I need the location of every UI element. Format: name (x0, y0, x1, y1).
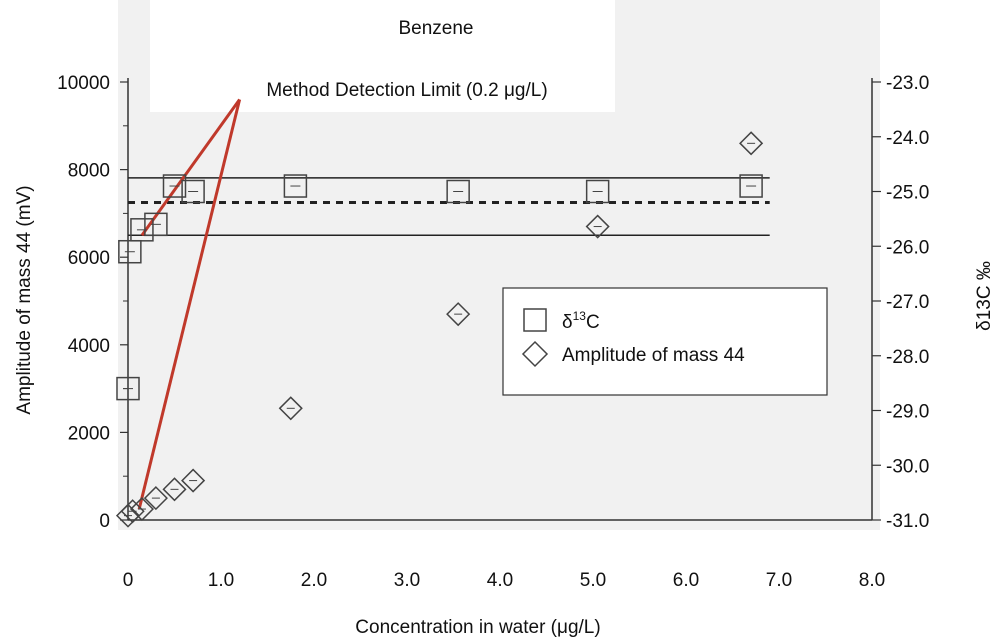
amplitude-point (129, 496, 155, 522)
x-tick-label: 1.0 (208, 570, 234, 591)
reference-lines (128, 177, 770, 237)
left-y-tick-label: 10000 (57, 73, 110, 94)
amplitude-point (143, 486, 168, 511)
d13c-point (162, 174, 187, 198)
right-axis-panel (882, 0, 957, 540)
legend-label-amplitude: Amplitude of mass 44 (562, 345, 745, 366)
amplitude-point (115, 503, 141, 528)
legend-label-tail: C (586, 312, 600, 333)
legend-label-delta: δ (562, 312, 573, 333)
d13c-point (739, 174, 763, 198)
right-y-axis-label: δ13C ‰ (974, 261, 995, 331)
right-y-tick-label: -26.0 (886, 237, 929, 258)
legend-box (502, 287, 828, 396)
x-tick-label: 8.0 (859, 570, 885, 591)
x-tick-label: 0 (123, 570, 134, 591)
d13c-point (446, 179, 470, 204)
amplitude-point (120, 499, 145, 524)
d13c-point (283, 174, 308, 198)
amplitude-point (162, 477, 187, 502)
right-y-tick-label: -30.0 (886, 456, 929, 477)
amplitude-point (278, 396, 303, 421)
right-y-tick-label: -25.0 (886, 183, 929, 204)
x-tick-label: 6.0 (673, 570, 699, 591)
left-y-tick-label: 2000 (68, 423, 110, 444)
mdl-annotation: Method Detection Limit (0.2 μg/L) (266, 80, 547, 101)
right-y-tick-label: -27.0 (886, 292, 929, 313)
ticks-layer: 0 1.0 2.0 3.0 4.0 5.0 6.0 7.0 8.0 0 2000 4000 6000 80… (57, 73, 929, 591)
legend-square-marker (523, 308, 547, 332)
d13c-point (118, 239, 142, 264)
x-axis-label: Concentration in water (μg/L) (355, 617, 600, 638)
amplitude-point (446, 302, 471, 327)
left-y-tick-label: 6000 (68, 248, 110, 269)
legend-label-d13c: δ13C (562, 309, 600, 333)
x-tick-label: 4.0 (487, 570, 513, 591)
data-points (115, 131, 764, 528)
left-y-tick-label: 0 (99, 511, 110, 532)
d13c-point (585, 179, 610, 204)
d13c-point (116, 376, 140, 401)
right-y-tick-label: -23.0 (886, 73, 929, 94)
right-y-tick-label: -28.0 (886, 347, 929, 368)
legend-label-sup: 13 (573, 309, 587, 323)
amplitude-point (181, 468, 206, 493)
title-panel (150, 0, 615, 112)
amplitude-point (585, 214, 610, 239)
legend-diamond-marker (521, 340, 549, 368)
left-y-axis-label: Amplitude of mass 44 (mV) (14, 185, 35, 414)
right-y-tick-label: -29.0 (886, 402, 929, 423)
chart-title: Benzene (398, 18, 473, 39)
x-tick-label: 5.0 (580, 570, 606, 591)
x-tick-label: 3.0 (394, 570, 420, 591)
left-y-tick-label: 4000 (68, 336, 110, 357)
d13c-point (144, 212, 168, 237)
amplitude-point (739, 131, 764, 156)
d13c-point (130, 218, 154, 242)
right-y-tick-label: -31.0 (886, 511, 929, 532)
d13c-point (181, 179, 205, 204)
right-y-tick-label: -24.0 (886, 128, 929, 149)
mdl-line-lower (137, 99, 242, 510)
x-tick-label: 7.0 (766, 570, 792, 591)
x-tick-label: 2.0 (301, 570, 327, 591)
left-y-tick-label: 8000 (68, 161, 110, 182)
legend: δ13C Amplitude of mass 44 (502, 287, 828, 396)
